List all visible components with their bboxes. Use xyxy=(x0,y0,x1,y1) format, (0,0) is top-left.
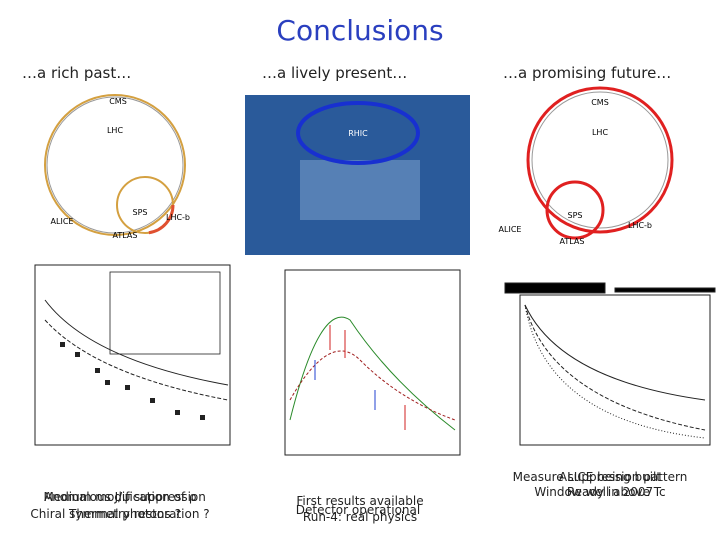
plot-image xyxy=(34,264,231,446)
diagram-label: SPS xyxy=(568,211,583,220)
note: Anomalous J/ψ suppression xyxy=(44,490,206,504)
site-map: RHIC xyxy=(245,95,470,255)
diagram-label: ALICE xyxy=(51,217,74,226)
note: Run-4: real physics xyxy=(302,510,418,524)
note: Chiral symmetry restoration ? xyxy=(30,507,210,521)
plot-image xyxy=(504,282,716,446)
column-heading: …a lively present… xyxy=(262,64,408,82)
diagram-label: ATLAS xyxy=(113,231,138,240)
column-heading: …a promising future… xyxy=(503,64,672,82)
note: Window well above Tc xyxy=(534,485,666,499)
ring-diagram: LHC SPS CMS ALICE ATLAS LHC-b xyxy=(44,94,190,240)
note: Thermal photons ? xyxy=(69,507,181,521)
diagram-label: LHC xyxy=(592,128,608,137)
diagram-label: SPS xyxy=(133,208,148,217)
plot-image xyxy=(284,269,461,456)
note: Medium modification of ρ xyxy=(43,490,197,504)
column-heading: …a rich past… xyxy=(22,64,132,82)
diagram-label: LHC-b xyxy=(166,213,190,222)
diagram-label: ALICE xyxy=(499,225,522,234)
diagram-label: CMS xyxy=(109,97,127,106)
diagram-label: ATLAS xyxy=(560,237,585,246)
note: First results available xyxy=(296,494,424,508)
diagram-label: RHIC xyxy=(348,129,368,138)
diagram-label: LHC xyxy=(107,126,123,135)
diagram-label: LHC-b xyxy=(628,221,652,230)
slide-title: Conclusions xyxy=(276,14,444,47)
diagram-label: CMS xyxy=(591,98,609,107)
note: Detector operational xyxy=(295,503,421,517)
ring-diagram: LHC SPS CMS ALICE ATLAS LHC-b xyxy=(499,86,674,246)
note: Ready in 2007 xyxy=(566,485,654,499)
note: Measure suppression pattern xyxy=(512,470,688,484)
note: ALICE being built xyxy=(558,470,662,484)
